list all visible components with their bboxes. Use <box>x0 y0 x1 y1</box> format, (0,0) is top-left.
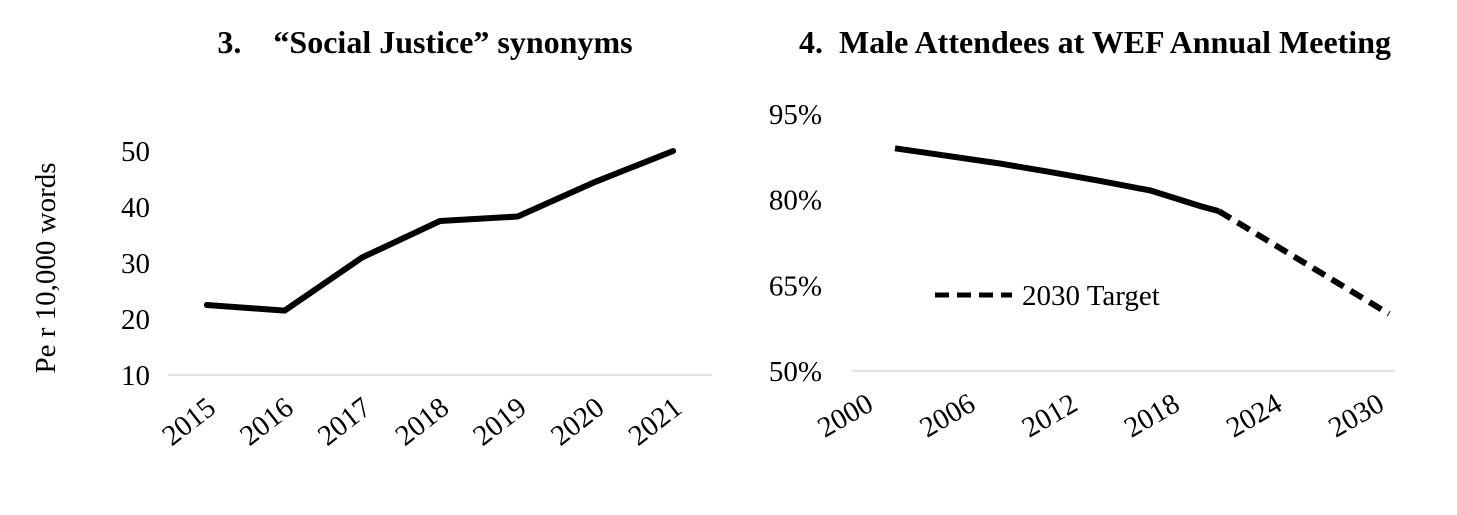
chart2-y-tick-label: 50% <box>769 356 822 388</box>
chart2-x-tick-label: 2018 <box>1119 387 1185 444</box>
chart1-y-axis-label: Pe r 10,000 words <box>30 162 62 373</box>
chart2-x-tick-label: 2012 <box>1017 387 1083 444</box>
chart2-x-tick-label: 2000 <box>812 387 878 444</box>
chart2-x-tick-label: 2006 <box>914 387 980 444</box>
chart1-title: 3. “Social Justice” synonyms <box>217 24 632 60</box>
chart1-x-tick-label: 2018 <box>390 391 455 452</box>
chart1-x-tick-label: 2016 <box>234 391 299 452</box>
chart1-series-line <box>203 148 677 314</box>
chart1-y-tick-label: 50 <box>121 136 150 168</box>
chart2-y-tick-label: 95% <box>769 99 822 131</box>
chart2-title: 4. Male Attendees at WEF Annual Meeting <box>799 24 1391 60</box>
chart2-y-tick-label: 65% <box>769 270 822 302</box>
chart1-y-tick-label: 30 <box>121 248 150 280</box>
legend-label: 2030 Target <box>1022 280 1160 312</box>
chart2-target-line <box>1217 208 1391 317</box>
chart1-y-tick-label: 10 <box>121 360 150 392</box>
chart2-y-tick-label: 80% <box>769 185 822 217</box>
chart2-x-tick-label: 2030 <box>1323 387 1389 444</box>
chart1-x-tick-label: 2017 <box>312 391 377 452</box>
chart1-y-tick-label: 20 <box>121 304 150 336</box>
chart1-x-tick-label: 2019 <box>467 391 532 452</box>
chart2-legend: 2030 Target <box>935 280 1160 312</box>
chart1-x-tick-label: 2021 <box>623 391 688 452</box>
chart2-actual-line <box>894 145 1220 214</box>
chart2-x-tick-label: 2024 <box>1221 387 1288 444</box>
chart1-x-tick-label: 2015 <box>156 391 221 452</box>
chart1-y-tick-label: 40 <box>121 192 150 224</box>
chart1-x-tick-label: 2020 <box>545 391 610 452</box>
